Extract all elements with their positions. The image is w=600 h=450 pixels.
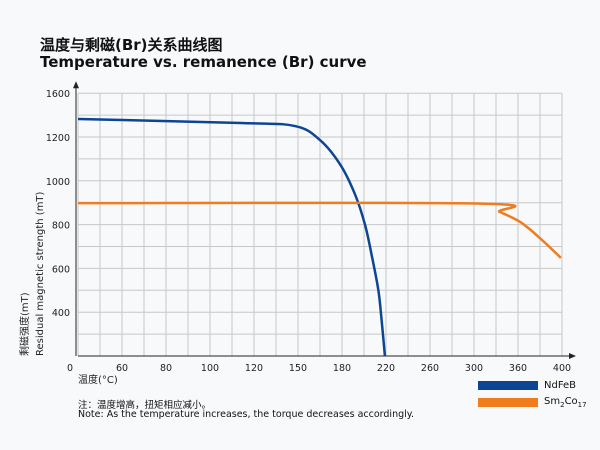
chart-title-cn: 温度与剩磁(Br)关系曲线图 [40,36,223,54]
legend-label-ndfeb: NdFeB [544,380,577,391]
x-tick-label: 220 [377,363,395,374]
x-tick-label: 120 [245,363,263,374]
y-tick-label: 800 [52,221,70,232]
x-tick-label: 300 [465,363,483,374]
x-tick-label: 60 [116,363,128,374]
legend-label-sm2co17: Sm2Co17 [544,396,587,409]
x-tick-label: 0 [67,363,73,374]
x-tick-label: 360 [509,363,527,374]
y-tick-label: 400 [52,308,70,319]
legend-swatch-ndfeb [478,381,538,390]
y-tick-label: 1200 [46,133,70,144]
x-tick-label: 400 [553,363,571,374]
y-tick-label: 600 [52,264,70,275]
x-tick-label: 100 [201,363,219,374]
x-tick-label: 150 [289,363,307,374]
note-en: Note: As the temperature increases, the … [78,409,415,420]
x-tick-label: 180 [333,363,351,374]
x-axis-arrow [569,353,576,359]
y-axis-label-cn: 剩磁强度(mT) [18,292,31,356]
legend-ndfeb: NdFeB [478,380,576,391]
legend-swatch-sm2co17 [478,398,538,407]
note-cn: 注：温度增高，扭矩相应减小。 [78,400,212,411]
y-tick-label: 1600 [46,89,70,100]
y-tick-label: 1000 [46,177,70,188]
x-tick-label: 80 [160,363,172,374]
series-line-ndfeb [77,117,387,357]
legend-sm2co17: Sm2Co17 [478,396,587,409]
y-axis-label-en: Residual magnetic strength (mT) [35,191,46,356]
series-line-sm2co17 [77,201,562,259]
x-tick-label: 260 [421,363,439,374]
x-axis-label: 温度(°C) [78,373,118,386]
y-axis-arrow [73,81,79,89]
chart-title-en: Temperature vs. remanence (Br) curve [40,53,367,71]
